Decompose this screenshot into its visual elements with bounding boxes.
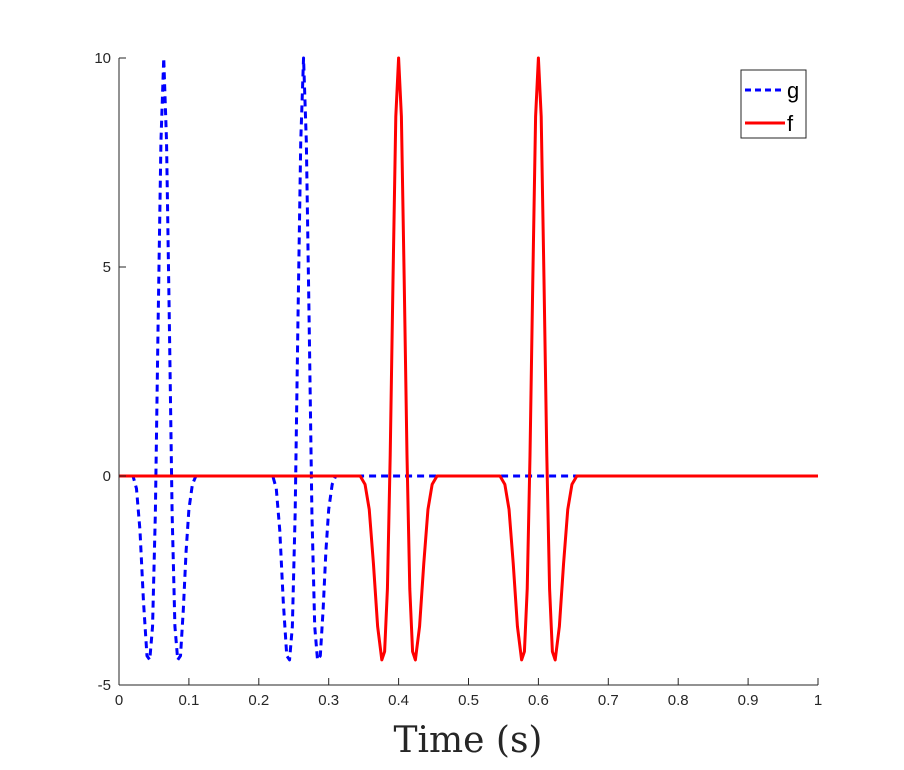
y-tick-label: 5: [103, 259, 111, 276]
y-tick-label: -5: [98, 677, 111, 694]
x-tick-label: 0.6: [528, 692, 549, 709]
series-line-g: [119, 56, 818, 662]
legend-box: [740, 69, 807, 139]
x-tick-label: 0.9: [738, 692, 759, 709]
x-tick-label: 0.5: [458, 692, 479, 709]
y-tick-label: 10: [94, 50, 111, 67]
x-tick-group: 0 0.1 0.2 0.3 0.4 0.5 0.6 0.7 0.8 0.9 1: [115, 678, 822, 709]
legend: g f: [740, 69, 807, 139]
x-tick-label: 0.3: [318, 692, 339, 709]
x-tick-label: 1: [814, 692, 822, 709]
x-tick-label: 0: [115, 692, 123, 709]
y-tick-label: 0: [103, 468, 111, 485]
x-tick-label: 0.1: [178, 692, 199, 709]
x-tick-label: 0.2: [248, 692, 269, 709]
plot-background: [119, 58, 818, 685]
y-tick-group: -5 0 5 10: [94, 50, 126, 694]
legend-f-label: f: [787, 111, 794, 136]
x-tick-label: 0.8: [668, 692, 689, 709]
x-axis-title: Time (s): [394, 720, 543, 761]
series-layer: [119, 56, 818, 662]
legend-g-label: g: [787, 78, 799, 103]
x-tick-label: 0.7: [598, 692, 619, 709]
series-line-f: [119, 56, 818, 662]
x-tick-label: 0.4: [388, 692, 409, 709]
